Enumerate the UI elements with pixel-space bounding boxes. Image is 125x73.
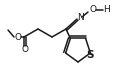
Text: N: N xyxy=(77,14,83,22)
Text: H: H xyxy=(103,5,109,15)
Text: O: O xyxy=(90,5,96,15)
Text: S: S xyxy=(87,50,94,60)
Text: O: O xyxy=(22,45,29,55)
Text: O: O xyxy=(14,32,21,41)
